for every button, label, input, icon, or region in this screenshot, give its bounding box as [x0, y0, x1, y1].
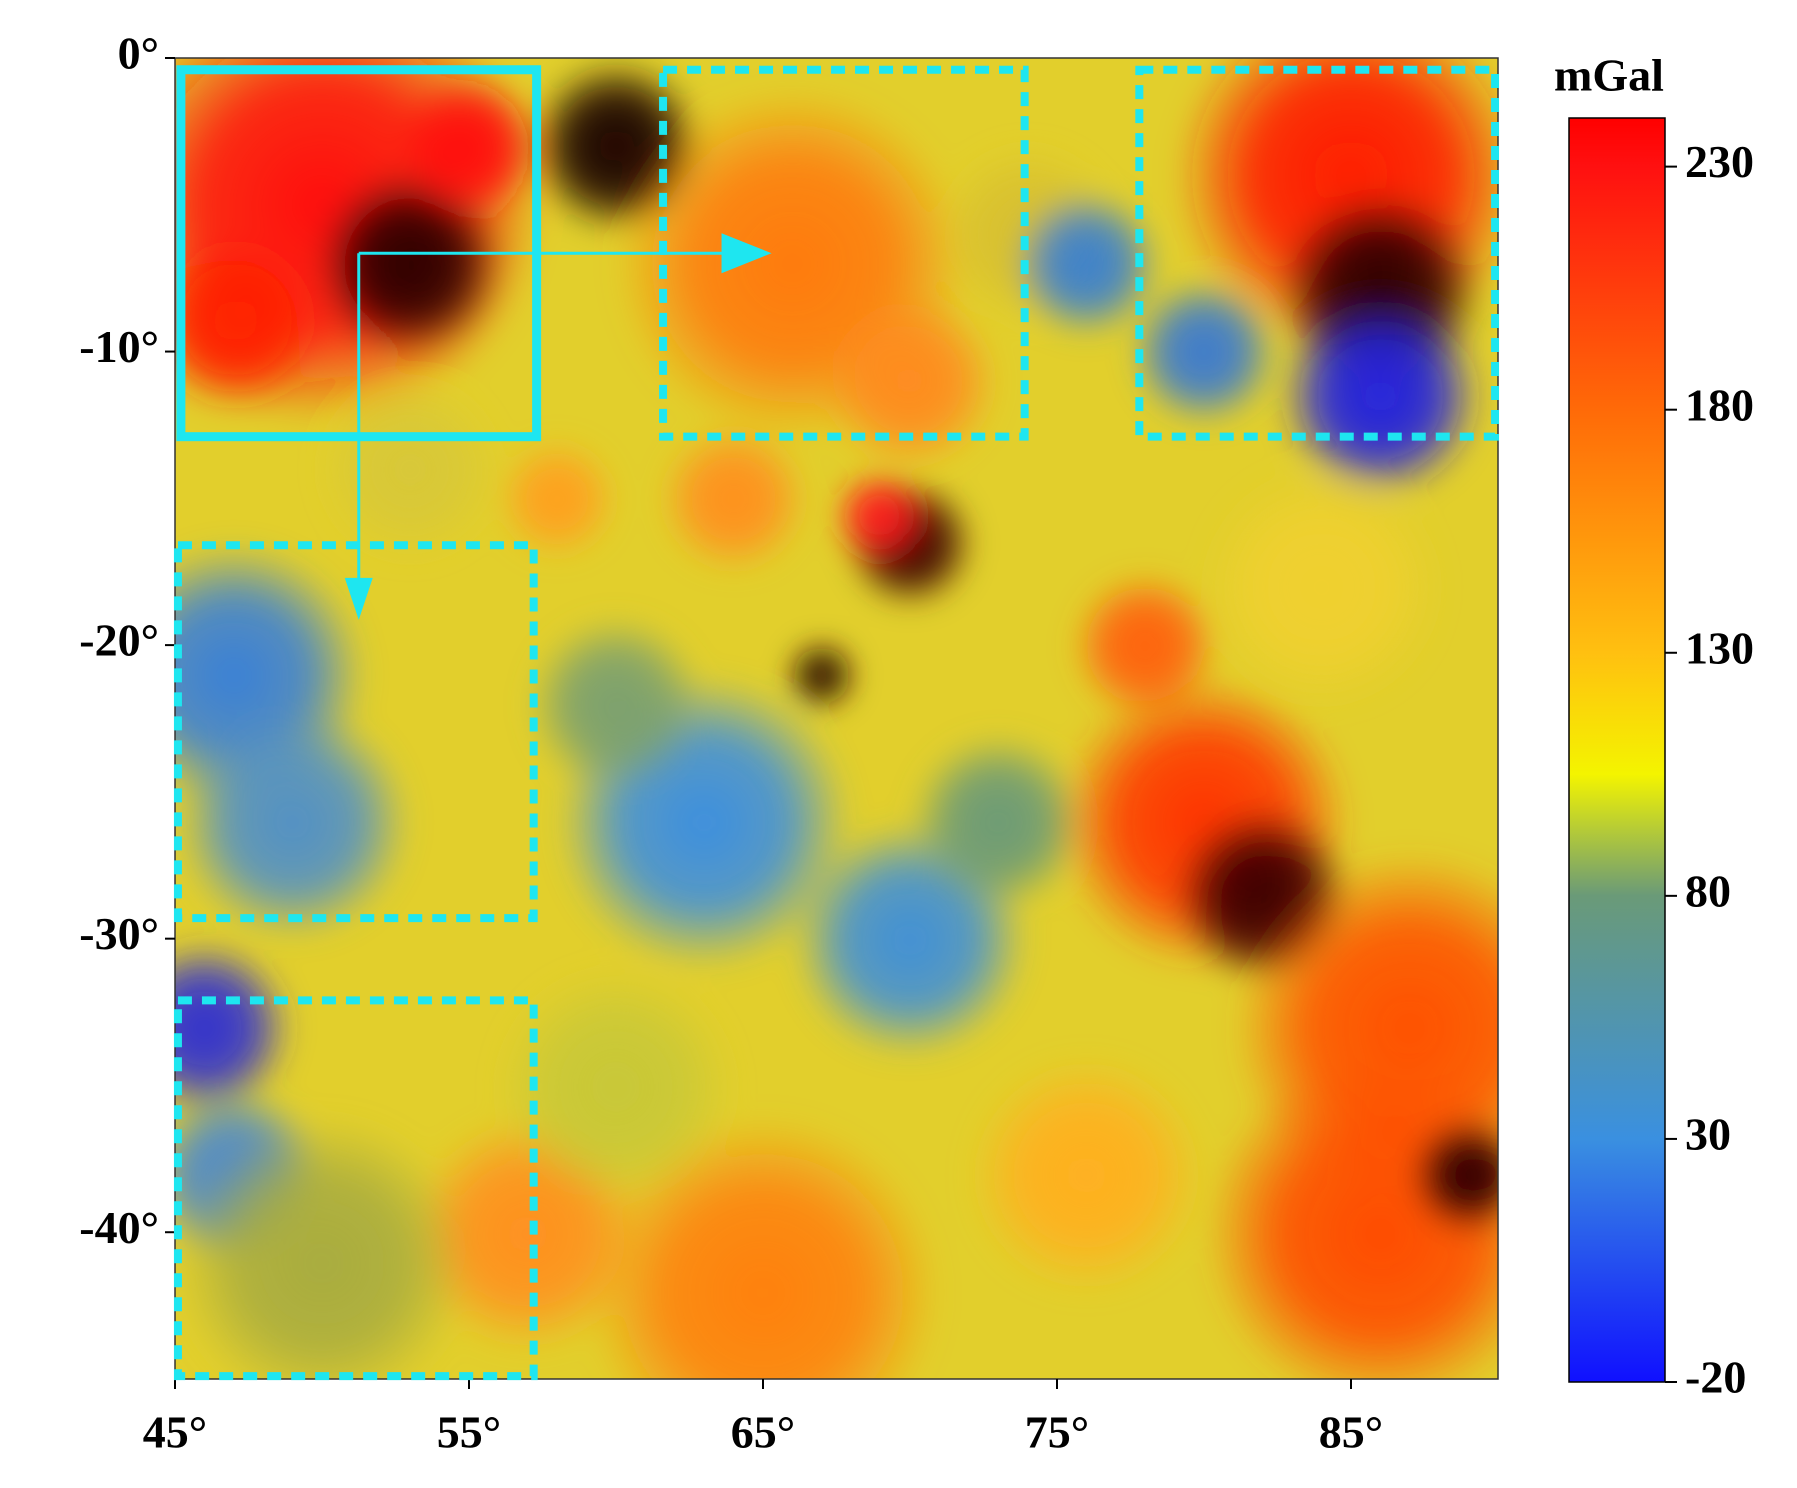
colorbar-tick-label: 30 — [1685, 1108, 1731, 1159]
field-blob — [175, 940, 293, 1117]
colorbar-tick-label: -20 — [1685, 1352, 1746, 1403]
y-tick-label: -10° — [79, 321, 159, 372]
colorbar — [1568, 117, 1666, 1383]
field-blob — [175, 704, 411, 941]
colorbar-title: mGal — [1554, 50, 1664, 101]
x-tick-label: 65° — [731, 1407, 795, 1458]
field-blob — [968, 1057, 1204, 1293]
colorbar-tick-label: 180 — [1685, 379, 1754, 430]
x-tick-label: 75° — [1025, 1407, 1089, 1458]
field-blob — [1012, 190, 1160, 338]
field-blob — [660, 425, 808, 573]
field-blob — [527, 616, 705, 793]
x-tick-label: 55° — [437, 1407, 501, 1458]
y-tick-label: -20° — [79, 615, 159, 666]
region-box — [173, 541, 538, 923]
field-blob — [498, 969, 734, 1205]
region-box — [173, 996, 538, 1381]
region-box — [1135, 65, 1500, 441]
arrow-head — [344, 577, 373, 620]
field-blob — [1130, 278, 1278, 426]
field-blob — [1409, 1116, 1498, 1234]
x-tick-label: 45° — [143, 1407, 207, 1458]
field-blob — [1277, 293, 1484, 499]
field-blob — [175, 234, 322, 411]
field-blob — [395, 72, 543, 220]
field-blob — [786, 640, 858, 711]
field-blob — [821, 293, 999, 470]
field-blob — [1204, 1057, 1498, 1379]
field-blob — [1204, 469, 1440, 705]
colorbar-tick-label: 80 — [1685, 865, 1731, 916]
y-tick-label: -30° — [79, 908, 159, 959]
field-blob — [910, 734, 1087, 911]
arrow-head — [721, 233, 772, 274]
field-blob — [175, 1116, 469, 1379]
y-tick-label: 0° — [118, 28, 159, 79]
y-tick-label: -40° — [79, 1202, 159, 1253]
colorbar-tick-label: 130 — [1685, 622, 1754, 673]
field-blob — [498, 440, 616, 558]
gravity-field — [175, 58, 1498, 1379]
x-tick-label: 85° — [1319, 1407, 1383, 1458]
field-blob — [833, 469, 928, 564]
colorbar-tick-label: 230 — [1685, 136, 1754, 187]
field-blob — [322, 381, 499, 558]
